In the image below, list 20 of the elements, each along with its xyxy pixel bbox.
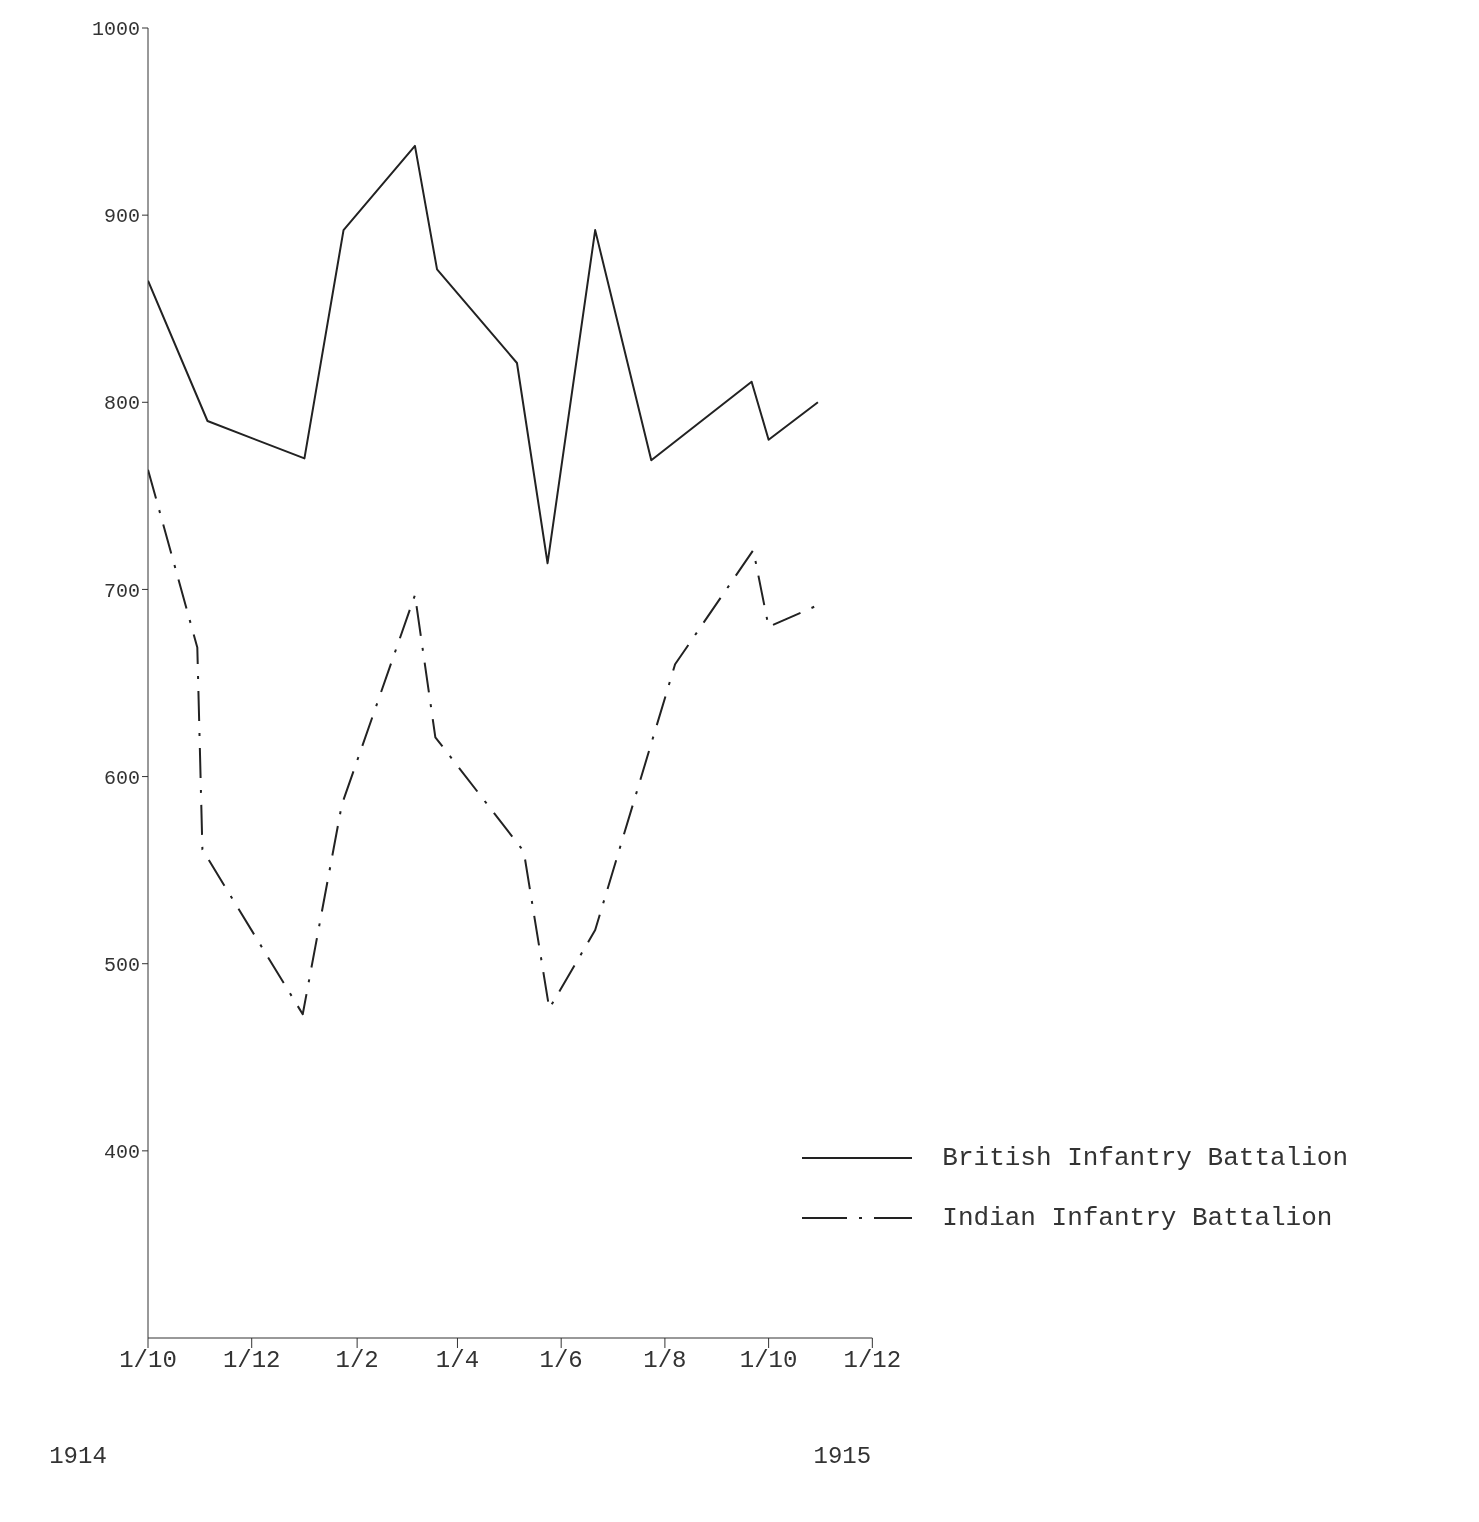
y-tick-label: 600 — [103, 766, 140, 790]
y-tick-label: 900 — [103, 205, 140, 229]
legend-label: British Infantry Battalion — [942, 1142, 1348, 1175]
y-tick-label: 500 — [103, 953, 140, 977]
y-tick-label: 800 — [103, 392, 140, 416]
x-tick-label: 1/12 — [222, 1347, 281, 1375]
legend-label: Indian Infantry Battalion — [942, 1202, 1333, 1235]
x-tick-label: 1/10 — [739, 1347, 798, 1375]
x-tick-label: 1/8 — [643, 1347, 687, 1375]
y-tick-label: 700 — [103, 579, 140, 603]
x-tick-label: 1/2 — [335, 1347, 379, 1375]
text: 1915 — [812, 1443, 873, 1470]
x-tick-label: 1/12 — [843, 1347, 902, 1375]
y-tick-label: 1000 — [91, 18, 140, 42]
y-tick-label: 400 — [103, 1140, 140, 1164]
text: 1914 — [48, 1443, 108, 1470]
x-tick-label: 1/10 — [119, 1347, 177, 1375]
x-tick-label: 1/4 — [435, 1347, 480, 1375]
x-tick-label: 1/6 — [539, 1347, 583, 1375]
line-series — [148, 144, 819, 565]
